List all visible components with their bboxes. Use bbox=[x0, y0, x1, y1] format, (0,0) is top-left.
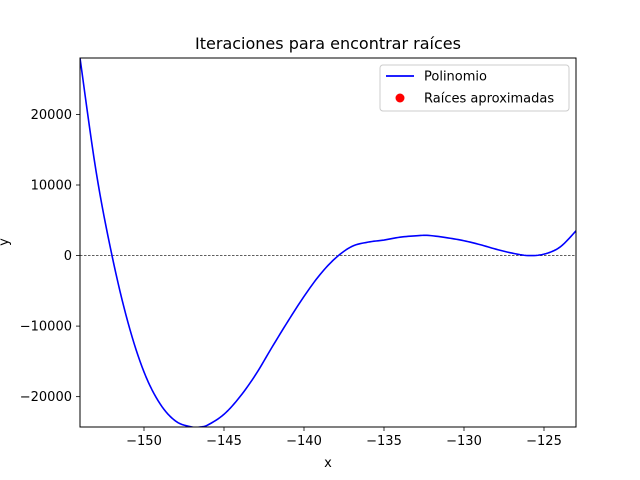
y-tick-label: 10000 bbox=[31, 178, 72, 193]
y-tick-label: −10000 bbox=[20, 320, 72, 335]
x-tick-label: −150 bbox=[126, 434, 162, 449]
axes-frame bbox=[79, 57, 577, 428]
x-tick-label: −140 bbox=[286, 434, 322, 449]
y-axis-ticks: −20000 −10000 0 10000 20000 bbox=[20, 108, 80, 405]
x-axis-ticks: −150 −145 −140 −135 −130 −125 bbox=[126, 427, 562, 449]
x-tick-label: −125 bbox=[526, 434, 562, 449]
legend-entry-label: Polinomio bbox=[424, 70, 487, 85]
x-tick-label: −145 bbox=[206, 434, 242, 449]
series-line-polinomio bbox=[80, 58, 576, 427]
legend: Polinomio Raíces aproximadas bbox=[379, 64, 570, 112]
y-tick-label: −20000 bbox=[20, 390, 72, 405]
y-axis-label: y bbox=[0, 238, 12, 246]
x-axis-label: x bbox=[324, 456, 332, 471]
chart-title: Iteraciones para encontrar raíces bbox=[195, 34, 461, 53]
legend-entry-label: Raíces aproximadas bbox=[424, 92, 554, 107]
legend-dot-swatch bbox=[395, 93, 405, 103]
y-tick-label: 0 bbox=[64, 249, 72, 264]
x-tick-label: −135 bbox=[366, 434, 402, 449]
y-tick-label: 20000 bbox=[31, 108, 72, 123]
plot-area bbox=[80, 58, 576, 427]
x-tick-label: −130 bbox=[446, 434, 482, 449]
legend-box bbox=[379, 64, 570, 112]
